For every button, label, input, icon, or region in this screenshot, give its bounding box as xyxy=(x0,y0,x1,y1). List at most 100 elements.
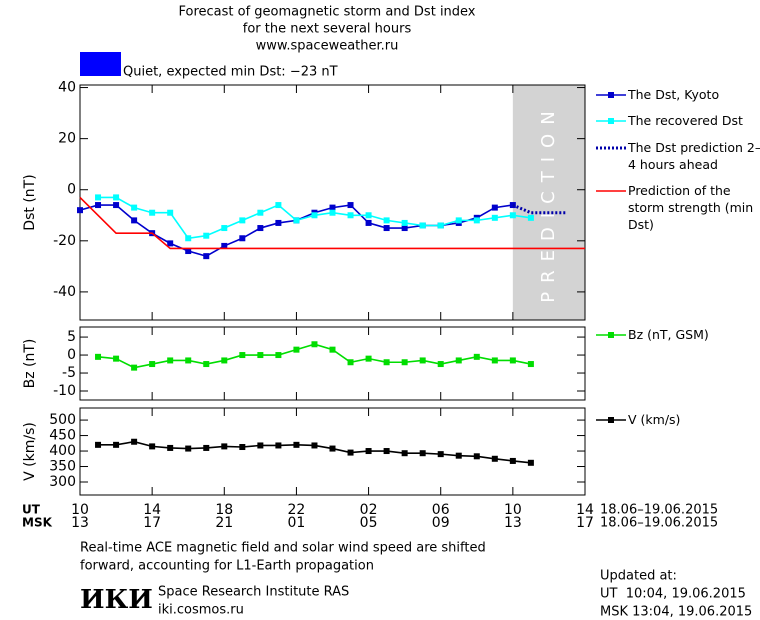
prediction-zone xyxy=(512,85,585,320)
point xyxy=(185,235,192,242)
note: forward, accounting for L1-Earth propaga… xyxy=(80,559,374,574)
series-line xyxy=(97,343,532,369)
x-dates: 18.06–19.06.2015 xyxy=(600,503,718,518)
y-tick-label: 500 xyxy=(49,412,76,428)
x-tick-label: 10 xyxy=(71,502,89,518)
x-tick-label: 21 xyxy=(215,515,233,531)
point xyxy=(311,341,318,348)
x-tick-label: 06 xyxy=(432,502,450,518)
point xyxy=(437,222,444,229)
legend-marker xyxy=(608,332,614,338)
point xyxy=(347,359,354,366)
x-tick-label: 09 xyxy=(432,515,450,531)
point xyxy=(383,225,390,232)
point xyxy=(311,442,318,449)
point xyxy=(203,253,210,260)
point xyxy=(527,214,534,221)
point xyxy=(347,212,354,219)
point xyxy=(257,209,264,216)
plot-frame xyxy=(79,84,586,321)
point xyxy=(347,449,354,456)
x-tick-label: 14 xyxy=(143,502,161,518)
point xyxy=(77,207,83,214)
point xyxy=(275,219,282,226)
point xyxy=(239,217,246,224)
legend-entry: Prediction of the storm strength (min Ds… xyxy=(628,183,754,232)
point xyxy=(203,232,210,239)
point xyxy=(203,444,210,451)
point xyxy=(167,240,174,247)
legend-entry: Bz (nT, GSM) xyxy=(628,327,709,342)
point xyxy=(275,352,282,359)
status-box xyxy=(80,52,121,76)
y-axis-label: Dst (nT) xyxy=(22,174,38,230)
point xyxy=(149,209,156,216)
point xyxy=(113,441,120,448)
plot-frame xyxy=(79,407,586,496)
point xyxy=(149,361,156,368)
point xyxy=(293,217,300,224)
point xyxy=(221,225,228,232)
institute-url: iki.cosmos.ru xyxy=(158,603,244,618)
point xyxy=(203,361,210,368)
point xyxy=(131,438,138,445)
updated-time: MSK 13:04, 19.06.2015 xyxy=(600,605,752,620)
point xyxy=(401,225,408,232)
legend-entry: The Dst prediction 2–4 hours ahead xyxy=(628,140,760,172)
point xyxy=(257,225,264,232)
x-tick-label: 13 xyxy=(504,515,522,531)
y-tick-label: 400 xyxy=(49,443,76,459)
y-tick-label: 40 xyxy=(58,80,76,96)
institute-name: Space Research Institute RAS xyxy=(158,585,349,600)
x-tick-label: 17 xyxy=(143,515,161,531)
point xyxy=(509,212,516,219)
point xyxy=(455,357,462,364)
point xyxy=(95,353,102,360)
point xyxy=(239,235,246,242)
point xyxy=(401,219,408,226)
updated-label: Updated at: xyxy=(600,569,677,584)
point xyxy=(185,445,192,452)
legend-entry: The recovered Dst xyxy=(628,113,743,128)
point xyxy=(113,355,120,362)
point xyxy=(347,202,354,209)
point xyxy=(221,242,228,249)
point xyxy=(113,202,120,209)
point xyxy=(311,212,318,219)
legend-marker xyxy=(608,118,614,124)
point xyxy=(221,443,228,450)
series-line xyxy=(512,203,567,215)
y-axis-label: V (km/s) xyxy=(22,422,38,481)
point xyxy=(239,444,246,451)
prediction-label: PREDICTION xyxy=(538,102,559,302)
point xyxy=(131,364,138,371)
point xyxy=(131,217,138,224)
point xyxy=(455,452,462,459)
point xyxy=(437,451,444,458)
point xyxy=(167,209,174,216)
title: for the next several hours xyxy=(243,22,412,37)
point xyxy=(167,444,174,451)
y-tick-label: 350 xyxy=(49,459,76,475)
point xyxy=(365,448,372,455)
point xyxy=(131,204,138,211)
point xyxy=(257,352,264,359)
x-row-label: MSK xyxy=(22,516,53,530)
point xyxy=(185,357,192,364)
y-tick-label: -10 xyxy=(53,383,76,399)
updated-time: UT 10:04, 19.06.2015 xyxy=(600,587,746,602)
y-tick-label: -40 xyxy=(53,284,76,300)
legend-marker xyxy=(608,92,614,98)
legend-marker xyxy=(608,417,614,423)
point xyxy=(383,217,390,224)
y-tick-label: 0 xyxy=(67,182,76,198)
point xyxy=(527,459,534,466)
point xyxy=(473,353,480,360)
point xyxy=(239,352,246,359)
y-tick-label: 5 xyxy=(67,329,76,345)
point xyxy=(401,450,408,457)
point xyxy=(419,450,426,457)
point xyxy=(365,219,372,226)
point xyxy=(419,357,426,364)
